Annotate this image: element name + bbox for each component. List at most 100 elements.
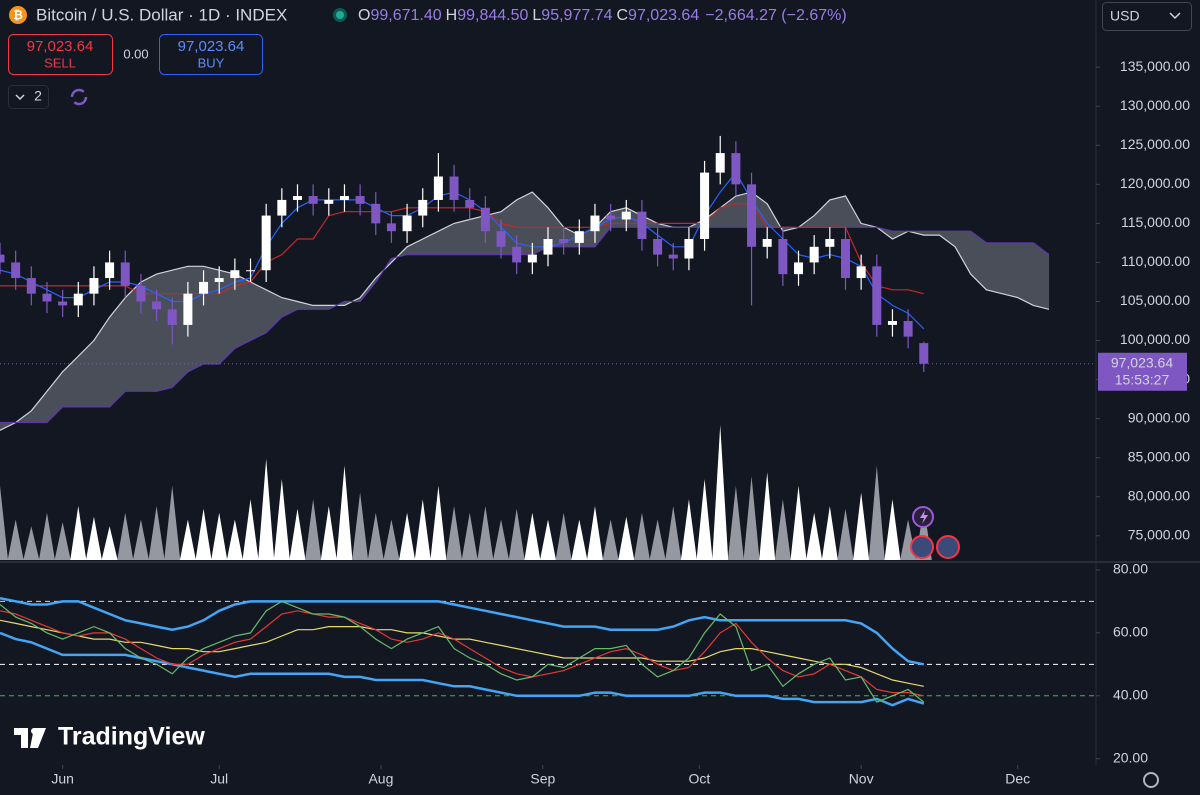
ohlc-value: 95,977.74 (541, 7, 612, 24)
candle-body (136, 285, 146, 302)
candle-body (903, 321, 913, 337)
y-tick-label: 135,000.00 (1120, 58, 1190, 74)
buy-price: 97,023.64 (178, 38, 245, 55)
y-tick-label: 90,000.00 (1128, 409, 1190, 425)
volume-bar (0, 485, 8, 560)
candle-body (872, 266, 882, 325)
volume-bar (367, 512, 384, 560)
event-flag[interactable] (936, 535, 960, 559)
volume-bar (618, 516, 635, 560)
candle-body (590, 215, 600, 232)
candle-body (527, 254, 537, 263)
buy-button[interactable] (159, 34, 263, 75)
y-tick-label: 80,000.00 (1128, 487, 1190, 503)
candle-body (292, 196, 302, 200)
last-price: 97,023.64 (1111, 354, 1173, 370)
volume-bar (555, 512, 572, 560)
ohlc-label: C (616, 7, 628, 24)
volume-bar (508, 508, 525, 560)
volume-bar (759, 472, 776, 560)
candle-body (480, 207, 490, 232)
volume-bar (743, 476, 760, 560)
candle-body (230, 270, 240, 279)
volume-bar (352, 492, 369, 560)
x-tick-label: Nov (849, 771, 874, 787)
volume-bar (524, 512, 541, 560)
x-tick-label: Jun (51, 771, 74, 787)
candle-body (715, 153, 725, 173)
volume-bar (211, 512, 228, 560)
sell-label: SELL (44, 55, 76, 70)
x-tick-label: Oct (689, 771, 711, 787)
volume-bar (336, 465, 353, 560)
y-tick-label: 105,000.00 (1120, 292, 1190, 308)
candle-body (89, 278, 99, 294)
volume-bar (853, 492, 870, 560)
rsi-line (0, 610, 924, 697)
candle-body (58, 301, 68, 306)
volume-bar (540, 519, 556, 560)
ohlc-value: 99,671.40 (370, 7, 441, 24)
volume-bar (38, 512, 55, 560)
currency-select[interactable] (1102, 2, 1192, 31)
rsi-line (0, 619, 924, 687)
candle-body (512, 246, 522, 263)
ohlc-label: O (358, 7, 370, 24)
volume-bar (868, 465, 885, 560)
sync-icon[interactable] (70, 88, 88, 106)
volume-bar (70, 506, 87, 560)
volume-bar (226, 519, 243, 560)
candle-body (73, 293, 83, 306)
y-tick-label: 130,000.00 (1120, 97, 1190, 113)
logo-icon-dot (31, 728, 37, 734)
candle-body (105, 262, 115, 279)
volume-bar (242, 499, 259, 560)
volume-bar (430, 485, 447, 560)
candle-body (26, 278, 36, 294)
y-tick-label: 100,000.00 (1120, 331, 1190, 347)
volume-bar (23, 526, 40, 560)
volume-bar (680, 499, 697, 560)
chevron (15, 94, 25, 101)
settings-icon[interactable] (1143, 772, 1159, 788)
volume-bar (164, 485, 181, 560)
y-tick-label: 110,000.00 (1121, 253, 1190, 269)
volume-bar (414, 499, 431, 560)
candle-body (684, 238, 694, 259)
x-tick-label: Sep (530, 771, 555, 787)
indicator-toggle[interactable] (8, 85, 49, 109)
sell-button[interactable] (8, 34, 113, 75)
candle-body (543, 238, 553, 255)
axes: 75,000.0080,000.0085,000.0090,000.0095,0… (51, 58, 1190, 787)
chevron (1169, 12, 1181, 20)
candle-body (606, 215, 616, 220)
candle-body (449, 176, 459, 200)
x-tick-label: Aug (368, 771, 393, 787)
candle-body (0, 254, 5, 263)
volume-bar (7, 519, 24, 560)
ichimoku-span-b (0, 226, 1050, 424)
ichimoku-base (0, 203, 924, 295)
volume-bar (821, 506, 838, 560)
sell-price: 97,023.64 (27, 38, 94, 55)
rsi-line (0, 600, 925, 703)
candle-body (700, 172, 710, 239)
ohlc-value: 99,844.50 (457, 7, 528, 24)
volume-bar (101, 526, 118, 560)
volume-bar (837, 508, 854, 560)
candle-body (762, 238, 772, 247)
y-tick-label: 120,000.00 (1120, 175, 1190, 191)
ohlc-label: H (446, 7, 458, 24)
volume-bar (54, 522, 71, 560)
y-tick-label: 115,000.00 (1121, 214, 1190, 230)
volume-bar (586, 506, 603, 560)
candle-body (856, 266, 866, 279)
candle-body (199, 281, 209, 294)
rsi-tick-label: 40.00 (1113, 686, 1148, 702)
y-tick-label: 75,000.00 (1128, 526, 1190, 542)
candle-body (887, 321, 897, 325)
candle-body (418, 199, 428, 216)
event-flag[interactable] (910, 535, 934, 559)
volume-bar (273, 479, 290, 560)
